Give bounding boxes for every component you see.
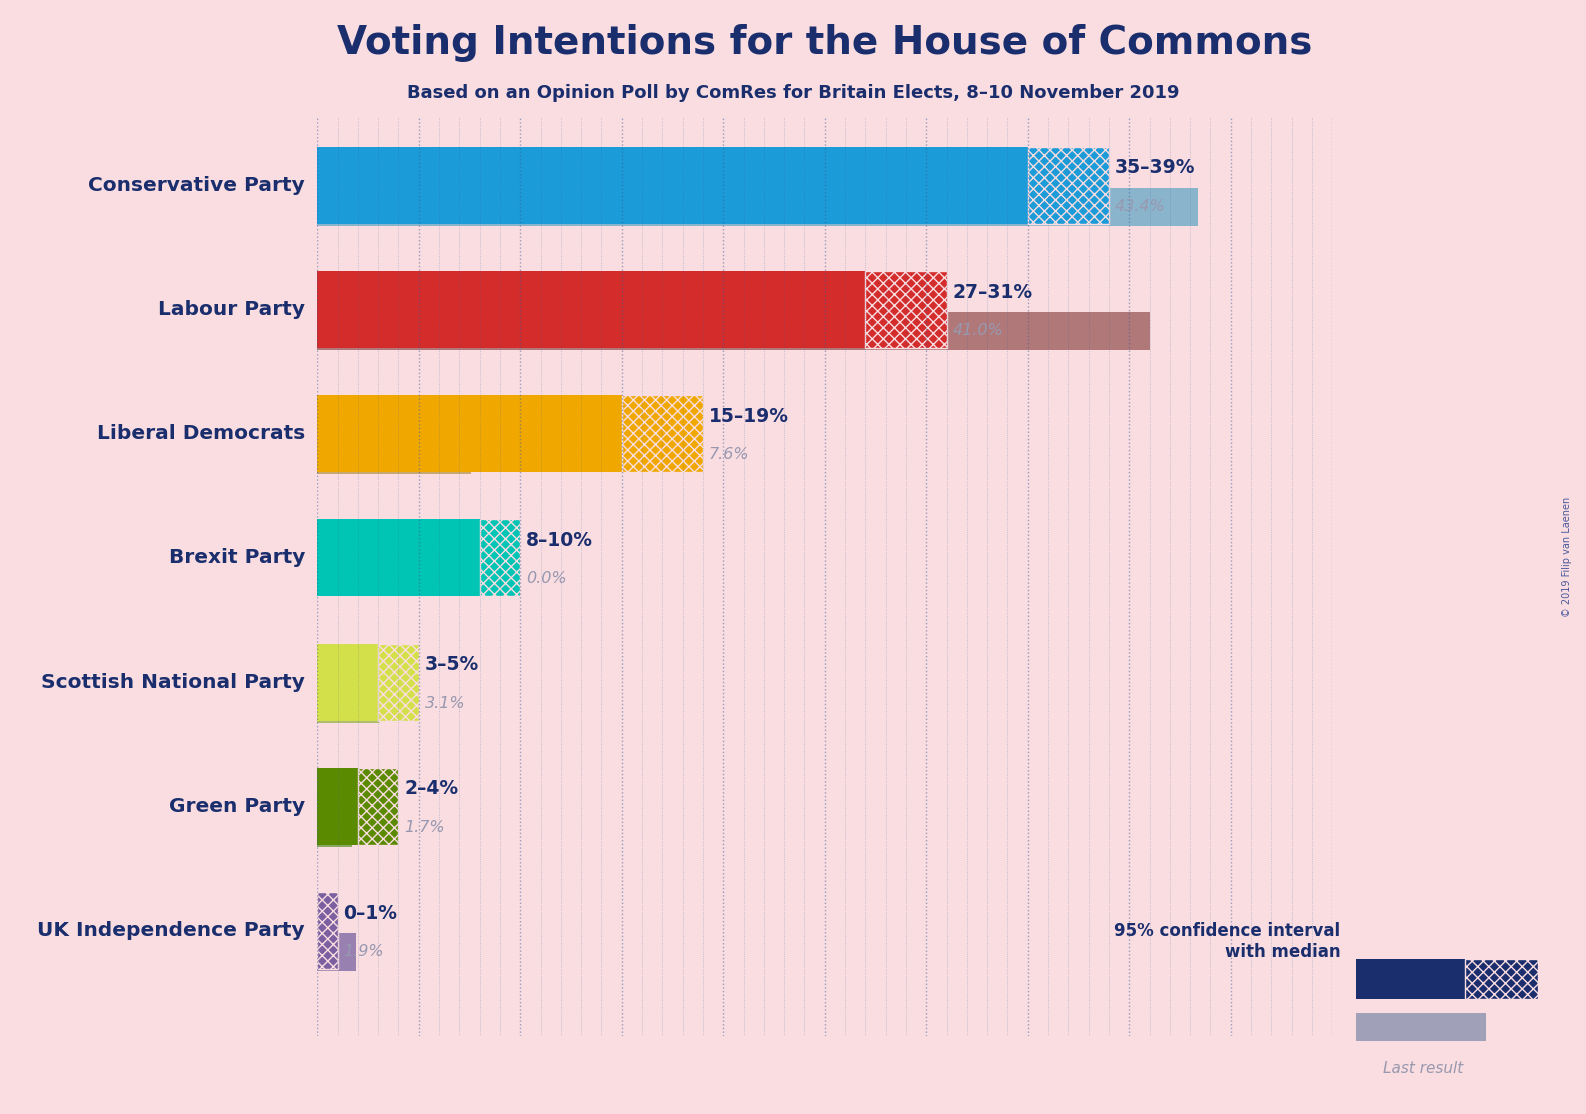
Text: Scottish National Party: Scottish National Party	[41, 673, 305, 692]
Bar	[317, 187, 1199, 226]
Text: 27–31%: 27–31%	[953, 283, 1032, 302]
Title: Voting Intentions for the House of Commons: Voting Intentions for the House of Commo…	[338, 25, 1312, 62]
Bar	[317, 768, 358, 844]
Bar	[317, 644, 377, 721]
Text: 95% confidence interval
with median: 95% confidence interval with median	[1113, 922, 1340, 960]
Text: © 2019 Filip van Laenen: © 2019 Filip van Laenen	[1562, 497, 1572, 617]
Text: Brexit Party: Brexit Party	[168, 548, 305, 567]
Text: 43.4%: 43.4%	[1115, 199, 1166, 214]
Bar	[358, 768, 398, 844]
Bar	[1356, 959, 1465, 999]
Bar	[1465, 959, 1538, 999]
Bar	[317, 684, 381, 723]
Bar	[317, 436, 471, 475]
Text: 41.0%: 41.0%	[953, 323, 1004, 338]
Bar	[317, 519, 479, 596]
Bar	[1356, 1013, 1486, 1042]
Text: 15–19%: 15–19%	[709, 407, 788, 426]
Text: Conservative Party: Conservative Party	[89, 176, 305, 195]
Text: 0.0%: 0.0%	[527, 571, 566, 586]
Bar	[317, 147, 1028, 224]
Bar	[317, 892, 338, 969]
Bar	[317, 809, 352, 847]
Bar	[317, 271, 866, 348]
Bar	[317, 395, 622, 472]
Text: 8–10%: 8–10%	[527, 531, 593, 550]
Text: Last result: Last result	[1383, 1061, 1462, 1075]
Bar	[317, 932, 355, 971]
Text: 2–4%: 2–4%	[404, 780, 458, 799]
Text: Based on an Opinion Poll by ComRes for Britain Elects, 8–10 November 2019: Based on an Opinion Poll by ComRes for B…	[406, 84, 1180, 101]
Text: 3.1%: 3.1%	[425, 695, 465, 711]
Text: 1.7%: 1.7%	[404, 820, 446, 834]
Bar	[377, 644, 419, 721]
Bar	[317, 312, 1150, 350]
Text: 3–5%: 3–5%	[425, 655, 479, 674]
Bar	[479, 519, 520, 596]
Text: 7.6%: 7.6%	[709, 448, 750, 462]
Text: Labour Party: Labour Party	[159, 300, 305, 319]
Text: UK Independence Party: UK Independence Party	[38, 921, 305, 940]
Text: Liberal Democrats: Liberal Democrats	[97, 424, 305, 443]
Text: 0–1%: 0–1%	[344, 903, 398, 922]
Text: 35–39%: 35–39%	[1115, 158, 1196, 177]
Bar	[1028, 147, 1109, 224]
Bar	[622, 395, 703, 472]
Bar	[866, 271, 947, 348]
Text: 1.9%: 1.9%	[344, 944, 384, 959]
Text: Green Party: Green Party	[168, 797, 305, 815]
